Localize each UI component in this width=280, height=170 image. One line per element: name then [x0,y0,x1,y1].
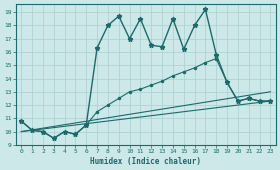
X-axis label: Humidex (Indice chaleur): Humidex (Indice chaleur) [90,157,201,166]
